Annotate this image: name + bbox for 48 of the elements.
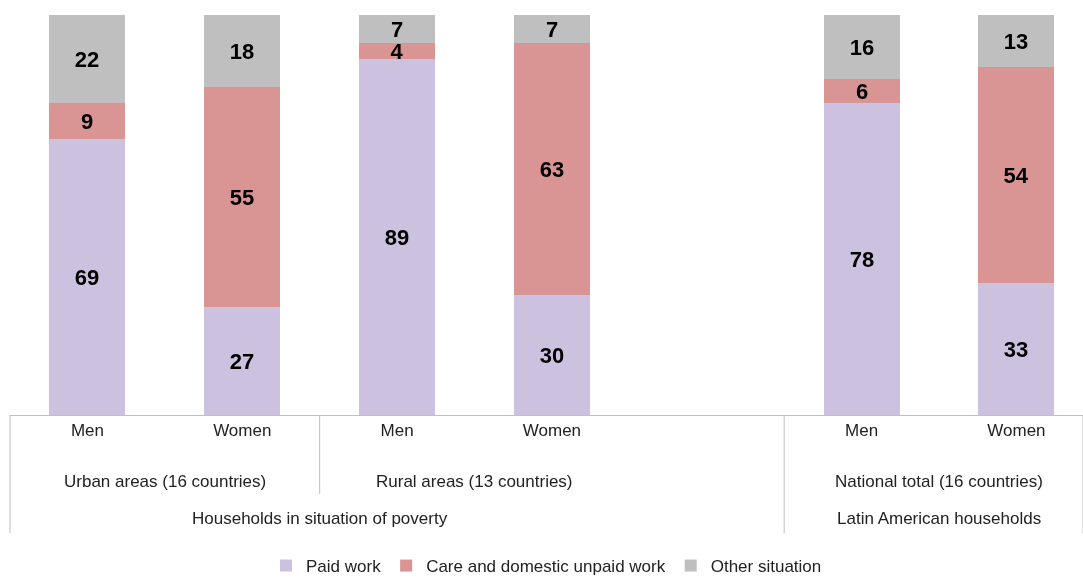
bar (514, 43, 590, 295)
x-tick-label: Men (70, 421, 104, 441)
data-label: 78 (849, 246, 875, 272)
bar (978, 283, 1054, 415)
text: Households in situation of poverty (192, 509, 448, 528)
data-label: 27 (229, 348, 255, 374)
legend-label: Paid work (306, 557, 382, 577)
data-label: 18 (229, 38, 255, 64)
bar (514, 15, 590, 43)
data-label: 16 (849, 34, 875, 60)
data-label: 63 (539, 156, 565, 182)
data-label: 7 (545, 16, 559, 42)
bar (359, 43, 435, 59)
x-tick-label: Men (845, 421, 879, 441)
bar (824, 15, 900, 79)
data-label: 55 (229, 184, 255, 210)
bar (824, 79, 900, 103)
data-label: 30 (539, 342, 565, 368)
x-tick-label: Men (380, 421, 414, 441)
x-tick-label: Women (213, 421, 272, 441)
bar (359, 59, 435, 415)
bar (514, 295, 590, 415)
legend-label: Other situation (710, 557, 822, 577)
bar (49, 139, 125, 415)
bar (359, 15, 435, 43)
bar (204, 307, 280, 415)
data-label: 69 (74, 264, 100, 290)
data-label: 33 (1003, 336, 1029, 362)
text: Urban areas (16 countries) (64, 472, 267, 491)
text: National total (16 countries) (835, 472, 1043, 491)
data-label: 6 (855, 78, 869, 104)
x-tick-label: Women (987, 421, 1046, 441)
text: Rural areas (13 countries) (376, 472, 573, 491)
legend-label: Care and domestic unpaid work (426, 557, 666, 577)
bar (204, 87, 280, 307)
data-label: 22 (74, 46, 100, 72)
bar (204, 15, 280, 87)
data-label: 89 (384, 224, 410, 250)
bar (49, 15, 125, 103)
data-label: 9 (80, 108, 94, 134)
bar (824, 103, 900, 415)
bar (978, 15, 1054, 67)
data-label: 13 (1003, 28, 1029, 54)
text: Latin American households (837, 509, 1042, 528)
x-tick-label: Women (522, 421, 582, 441)
bar (978, 67, 1054, 283)
bar (49, 103, 125, 139)
data-label: 54 (1003, 162, 1029, 188)
